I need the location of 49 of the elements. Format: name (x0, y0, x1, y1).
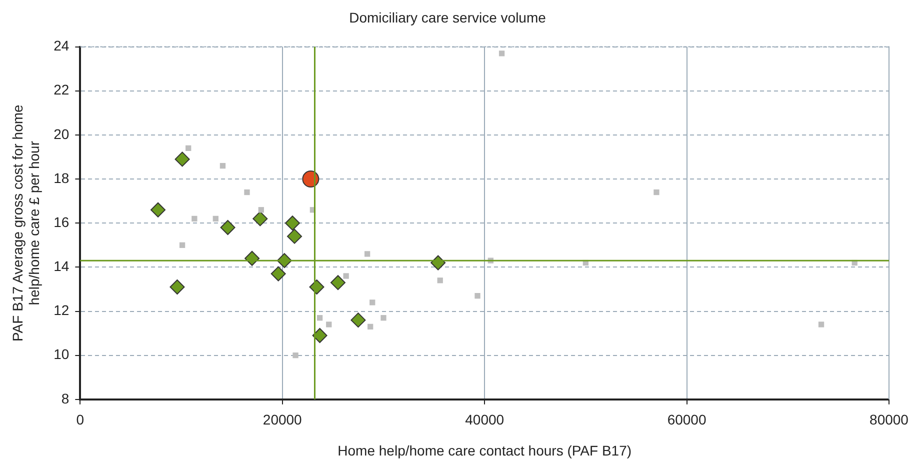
point (316, 315, 323, 321)
y-tick-label: 20 (54, 126, 70, 142)
y-axis-title: PAF B17 Average gross cost for home help/home care £ per hour (9, 104, 42, 342)
point (312, 328, 328, 343)
y-tick-label: 16 (54, 214, 70, 230)
point (818, 322, 824, 328)
y-tick-label: 10 (54, 346, 70, 362)
x-tick-label: 20000 (262, 412, 302, 428)
point (220, 220, 236, 236)
x-tick-label: 80000 (870, 412, 909, 428)
point (244, 189, 250, 196)
point (326, 322, 332, 328)
point (174, 152, 190, 167)
y-tick-label: 18 (54, 170, 70, 186)
point (192, 216, 198, 222)
point (498, 50, 505, 56)
y-tick-label: 22 (54, 82, 70, 98)
point (380, 315, 386, 321)
point (654, 189, 660, 196)
point (350, 312, 366, 328)
point (220, 162, 226, 169)
point (270, 266, 286, 282)
point (170, 280, 185, 295)
point (343, 273, 349, 279)
point (252, 211, 268, 226)
point (330, 275, 346, 290)
y-tick-label: 24 (54, 38, 70, 54)
point (302, 170, 320, 188)
point (368, 324, 374, 330)
point (258, 207, 264, 213)
x-tick-label: 0 (76, 412, 84, 428)
point (287, 228, 302, 244)
point (474, 292, 480, 299)
point (437, 278, 443, 284)
chart-title: Domiciliary care service volume (349, 9, 546, 26)
x-tick-label: 60000 (667, 412, 706, 428)
point (212, 216, 218, 222)
point (186, 145, 192, 151)
point (150, 202, 166, 218)
y-tick-label: 12 (54, 302, 70, 318)
point (179, 242, 186, 248)
x-axis-title: Home help/home care contact hours (PAF B17) (338, 442, 632, 458)
y-tick-label: 8 (61, 390, 70, 406)
x-tick-label: 40000 (465, 412, 504, 428)
point (292, 352, 298, 358)
y-tick-label: 14 (54, 258, 70, 274)
point (370, 300, 376, 306)
point (284, 216, 300, 231)
point (364, 251, 370, 257)
